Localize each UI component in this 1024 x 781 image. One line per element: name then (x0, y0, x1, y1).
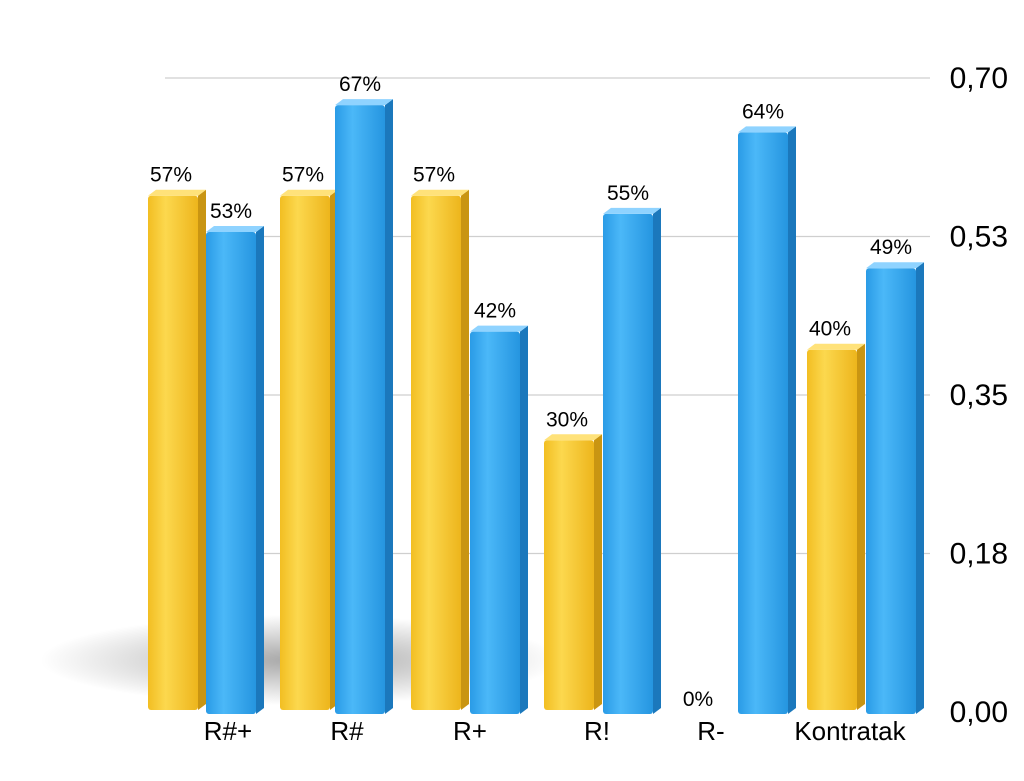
data-labels: 57% 57% 57% 30% 0% 40% 53% 67% 42% 55% 64% 49% (150, 73, 912, 711)
bar (866, 268, 916, 714)
data-label: 40% (809, 318, 851, 341)
bar-top (807, 343, 865, 350)
bar (807, 349, 857, 710)
y-tick-label: 0,18 (950, 538, 1008, 571)
bar-side (385, 99, 393, 714)
bar-side (594, 434, 602, 710)
bar-side (916, 262, 924, 714)
data-label: 55% (607, 182, 649, 205)
bar-side (788, 126, 796, 715)
bar-top (470, 325, 528, 332)
x-tick-label: R- (697, 716, 724, 746)
bar (148, 195, 198, 710)
data-label: 30% (546, 408, 588, 431)
bar (280, 195, 330, 710)
x-tick-label: Kontratak (794, 716, 906, 746)
bar-side (520, 325, 528, 714)
bar-top (335, 99, 393, 106)
bar-top (738, 126, 796, 133)
bar-top (148, 189, 206, 196)
bar (206, 231, 256, 714)
y-tick-label: 0,00 (950, 696, 1008, 729)
y-tick-label: 0,35 (950, 379, 1008, 412)
x-tick-label: R+ (453, 716, 487, 746)
bar-top (866, 262, 924, 269)
x-tick-label: R# (330, 716, 364, 746)
bar-top (206, 225, 264, 232)
data-label: 57% (282, 164, 324, 187)
y-tick-label: 0,70 (950, 62, 1008, 95)
bar-top (280, 189, 338, 196)
bar-top (544, 434, 602, 441)
y-tick-label: 0,53 (950, 221, 1008, 254)
bar-top (603, 207, 661, 214)
y-axis: 0,00 0,18 0,35 0,53 0,70 (950, 62, 1008, 729)
x-tick-label: R#+ (204, 716, 252, 746)
bar-side (653, 207, 661, 714)
data-label: 64% (742, 100, 784, 123)
bar (738, 132, 788, 715)
data-label: 57% (413, 164, 455, 187)
data-label: 57% (150, 164, 192, 187)
bar-side (198, 189, 206, 710)
data-label: 53% (210, 200, 252, 223)
bar (544, 440, 594, 710)
bar-top (411, 189, 469, 196)
bar-side (256, 225, 264, 714)
bar-side (857, 343, 865, 710)
data-label: 67% (339, 73, 381, 96)
data-label: 49% (870, 236, 912, 259)
bar (411, 195, 461, 710)
bar (335, 105, 385, 714)
x-tick-label: R! (584, 716, 610, 746)
x-axis: R#+ R# R+ R! R- Kontratak (204, 716, 907, 746)
data-label: 42% (474, 300, 516, 323)
bars (148, 99, 924, 715)
data-label: 0% (683, 688, 713, 711)
bar-side (461, 189, 469, 710)
bar (603, 213, 653, 714)
bar (470, 331, 520, 714)
